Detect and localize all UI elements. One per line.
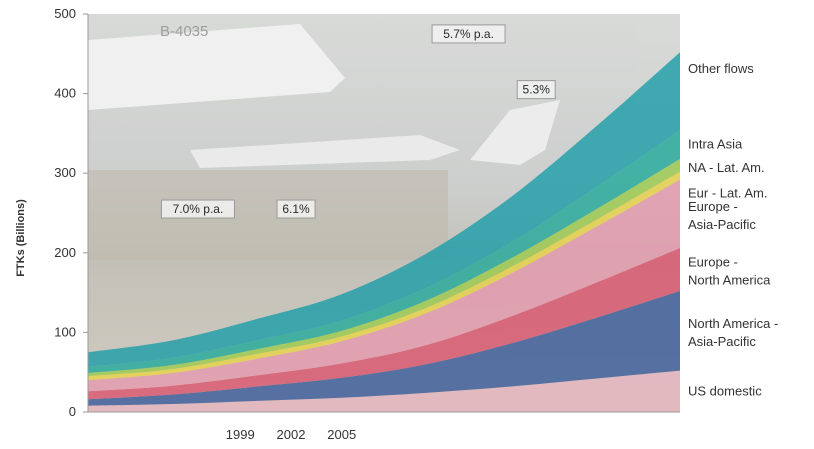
- x-tick-label: 2002: [277, 427, 306, 442]
- annotation-6-1: 6.1%: [276, 199, 316, 219]
- y-axis-label-group: FTKs (Billions): [15, 199, 27, 277]
- annotation-text: 5.3%: [523, 83, 551, 97]
- x-tick-label: 1999: [226, 427, 255, 442]
- hangar-shape: [88, 170, 448, 260]
- series-label-north-america-asia-pacific: North America -Asia-Pacific: [688, 316, 778, 349]
- y-tick-label: 100: [54, 324, 76, 339]
- stacked-areas: [88, 52, 680, 412]
- annotation-text: 7.0% p.a.: [173, 202, 224, 216]
- annotation-7-0-p-a: 7.0% p.a.: [160, 199, 235, 219]
- axes: [87, 14, 680, 413]
- series-labels: US domestic North America -Asia-Pacific Eu…: [688, 61, 778, 398]
- aircraft-registration: B-4035: [160, 23, 208, 40]
- area-europe-asia-pacific: [88, 179, 680, 392]
- x-axis-ticks: 1999 2002 2005: [226, 427, 356, 442]
- y-tick-label: 300: [54, 165, 76, 180]
- aircraft-right-tail-shape: [470, 100, 560, 165]
- series-label-europe-asia-pacific: Europe -Asia-Pacific: [688, 199, 756, 232]
- series-label-na-lat-am: NA - Lat. Am.: [688, 160, 765, 175]
- series-label-europe-north-america: Europe -North America: [688, 255, 771, 288]
- y-tick-label: 200: [54, 245, 76, 260]
- annotation-box: [516, 80, 556, 100]
- series-label-intra-asia: Intra Asia: [688, 137, 743, 152]
- aircraft-wing-shape: [190, 135, 460, 168]
- series-label-other-flows: Other flows: [688, 61, 754, 76]
- area-europe-north-america: [88, 248, 680, 400]
- growth-annotations: 7.0% p.a. 6.1% 5.7% p.a. 5.3%: [160, 24, 556, 219]
- aircraft-tail-shape: [88, 24, 345, 110]
- annotation-5-3: 5.3%: [516, 80, 556, 100]
- y-tick-label: 500: [54, 6, 76, 21]
- series-label-us-domestic: US domestic: [688, 383, 762, 398]
- y-axis-ticks: 0 100 200 300 400 500: [54, 6, 88, 419]
- annotation-5-7-p-a: 5.7% p.a.: [431, 24, 506, 44]
- x-tick-label: 2005: [327, 427, 356, 442]
- y-axis-label: FTKs (Billions): [15, 199, 27, 277]
- y-tick-label: 0: [69, 404, 76, 419]
- area-us-domestic: [88, 370, 680, 412]
- annotation-box: [160, 199, 235, 219]
- annotation-text: 6.1%: [282, 202, 310, 216]
- annotation-text: 5.7% p.a.: [443, 27, 494, 41]
- area-north-america-asia-pacific: [88, 291, 680, 406]
- annotation-box: [431, 24, 506, 44]
- series-label-eur-lat-am: Eur - Lat. Am.: [688, 186, 767, 201]
- y-tick-label: 400: [54, 86, 76, 101]
- annotation-box: [276, 199, 316, 219]
- area-other-flows: [88, 52, 680, 367]
